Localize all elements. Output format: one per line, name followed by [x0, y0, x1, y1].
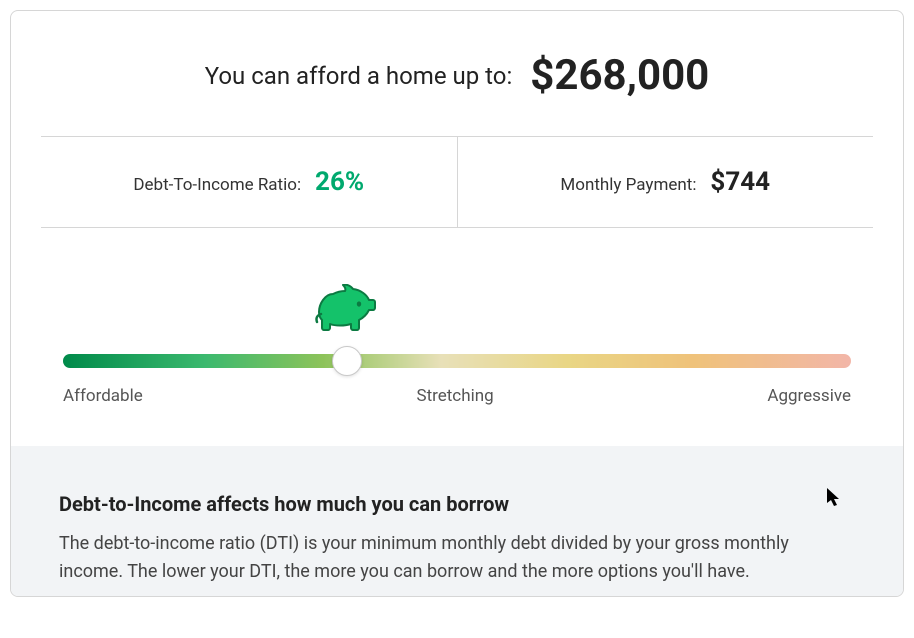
metrics-row: Debt-To-Income Ratio: 26% Monthly Paymen… [41, 136, 873, 228]
dti-value: 26% [315, 167, 364, 197]
afford-header: You can afford a home up to: $268,000 [11, 11, 903, 136]
afford-header-label: You can afford a home up to: [205, 62, 513, 90]
info-body: The debt-to-income ratio (DTI) is your m… [59, 530, 855, 586]
slider-thumb[interactable] [332, 346, 362, 376]
dti-cell: Debt-To-Income Ratio: 26% [41, 137, 458, 227]
affordability-card: You can afford a home up to: $268,000 De… [10, 10, 904, 597]
slider-label-aggressive: Aggressive [767, 386, 851, 406]
slider-label-affordable: Affordable [63, 386, 143, 406]
afford-header-value: $268,000 [530, 51, 709, 100]
slider-track [63, 354, 851, 368]
slider-labels: Affordable Stretching Aggressive [63, 386, 851, 406]
dti-label: Debt-To-Income Ratio: [133, 175, 301, 195]
info-panel: Debt-to-Income affects how much you can … [11, 446, 903, 596]
payment-cell: Monthly Payment: $744 [458, 137, 874, 227]
piggy-icon [315, 284, 379, 342]
payment-value: $744 [710, 167, 770, 197]
affordability-slider[interactable] [63, 354, 851, 368]
slider-label-stretching: Stretching [416, 386, 493, 406]
slider-section: Affordable Stretching Aggressive [11, 228, 903, 446]
payment-label: Monthly Payment: [560, 175, 696, 195]
info-title: Debt-to-Income affects how much you can … [59, 492, 855, 516]
